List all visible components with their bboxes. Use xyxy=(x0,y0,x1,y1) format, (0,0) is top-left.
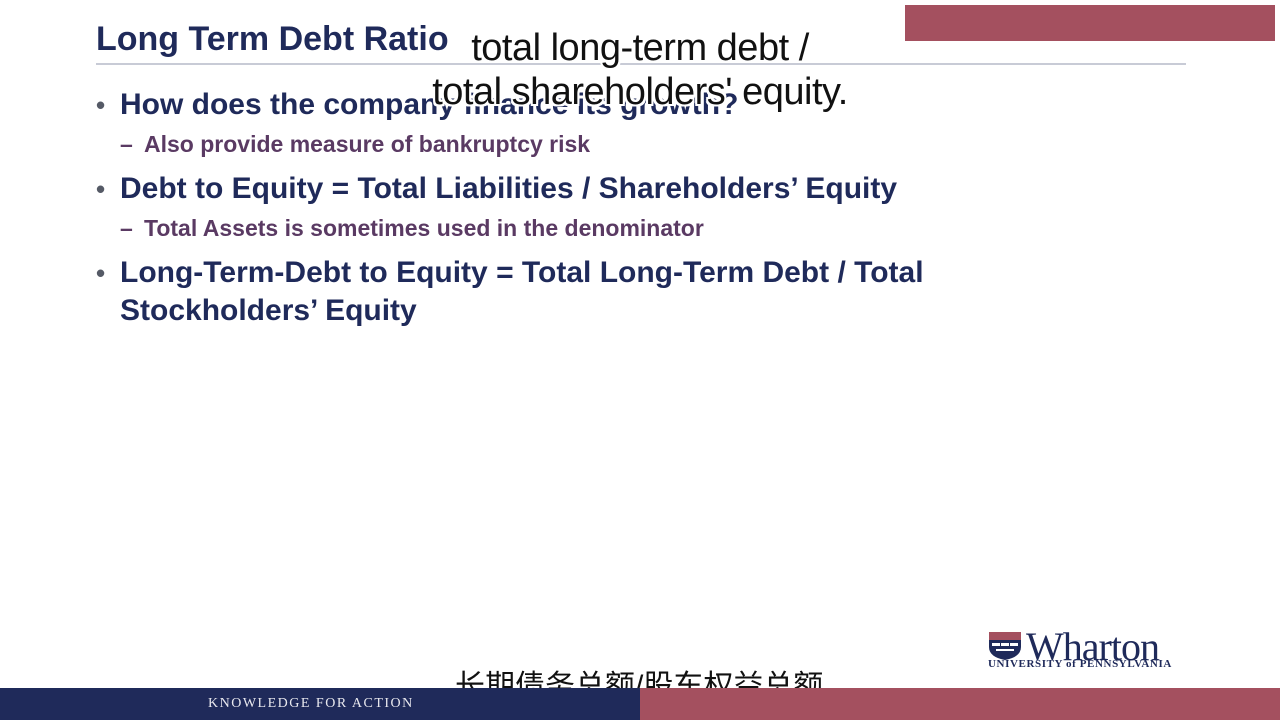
slide-title: Long Term Debt Ratio xyxy=(96,20,449,58)
sub-bullet-glyph: – xyxy=(120,131,133,157)
english-subtitle-line: total shareholders' equity. xyxy=(432,71,848,113)
footer-tagline: KNOWLEDGE FOR ACTION xyxy=(208,696,414,711)
top-accent-band xyxy=(905,5,1275,41)
bullet-text: How does the company finance its growth? xyxy=(120,88,739,121)
footer-maroon-band xyxy=(640,688,1280,720)
bullet-text: Long-Term-Debt to Equity = Total Long-Te… xyxy=(120,256,924,327)
wharton-logo: Wharton UNIVERSITY of PENNSYLVANIA xyxy=(988,624,1198,675)
bullet-glyph: • xyxy=(96,174,106,204)
footer-navy-band: KNOWLEDGE FOR ACTION xyxy=(0,688,640,720)
logo-university: UNIVERSITY of PENNSYLVANIA xyxy=(988,658,1172,670)
sub-bullet-item: – Also provide measure of bankruptcy ris… xyxy=(120,128,1096,160)
sub-bullet-glyph: – xyxy=(120,215,133,241)
english-subtitle-line: total long-term debt / xyxy=(471,27,809,69)
title-divider xyxy=(96,63,1186,65)
sub-bullet-item: – Total Assets is sometimes used in the … xyxy=(120,212,1096,244)
bullet-glyph: • xyxy=(96,258,106,288)
english-subtitle: total long-term debt / total shareholder… xyxy=(420,26,860,114)
bullet-text: Debt to Equity = Total Liabilities / Sha… xyxy=(120,172,898,205)
sub-bullet-text: Total Assets is sometimes used in the de… xyxy=(144,215,704,241)
bullet-item: • How does the company finance its growt… xyxy=(96,86,1096,124)
bullet-item: • Debt to Equity = Total Liabilities / S… xyxy=(96,170,1096,208)
logo-wordmark: Wharton xyxy=(1026,624,1160,669)
shield-icon xyxy=(989,632,1021,660)
bullet-glyph: • xyxy=(96,90,106,120)
bullet-item: • Long-Term-Debt to Equity = Total Long-… xyxy=(96,254,1096,330)
sub-bullet-text: Also provide measure of bankruptcy risk xyxy=(144,131,591,157)
bullet-list: • How does the company finance its growt… xyxy=(96,86,1096,334)
